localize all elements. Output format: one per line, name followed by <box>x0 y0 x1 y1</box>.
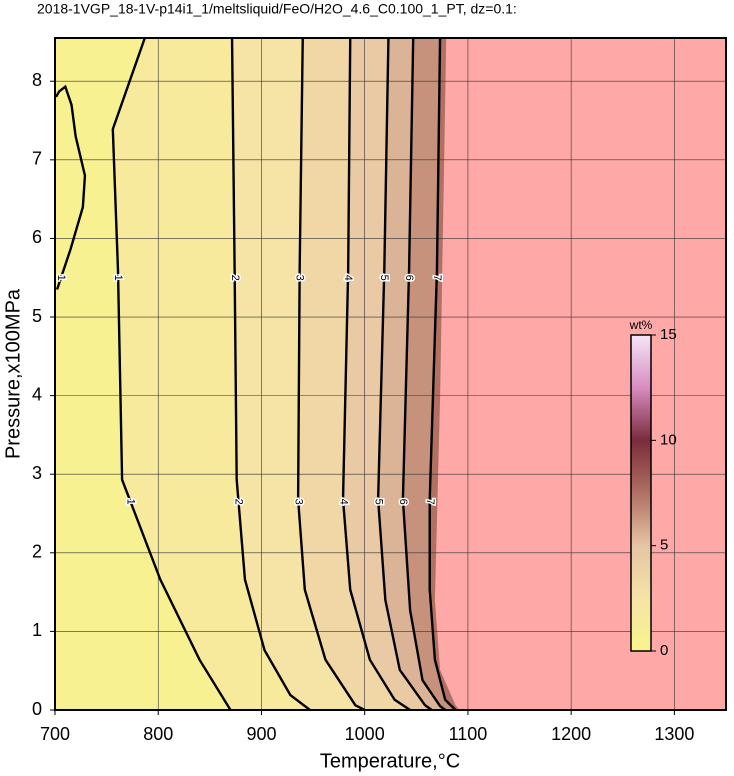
y-tick-label: 6 <box>32 227 42 247</box>
contour-line <box>296 38 366 710</box>
contour-label: 3 <box>292 499 304 505</box>
y-axis-label: Pressure,x100MPa <box>2 288 24 459</box>
contour-label: 5 <box>372 499 384 505</box>
contour-label: 4 <box>342 275 354 281</box>
colorbar-tick-label: 5 <box>660 537 668 554</box>
y-tick-label: 5 <box>32 306 42 326</box>
contour-label: 2 <box>233 499 245 505</box>
x-tick-label: 1000 <box>345 724 385 744</box>
x-tick-label: 900 <box>246 724 276 744</box>
contour-label: 1 <box>112 275 124 281</box>
contour-line <box>55 84 87 290</box>
contour-label: 1 <box>55 275 67 281</box>
contour-label: 1 <box>125 499 137 505</box>
chart-title: 2018-1VGP_18-1V-p14i1_1/meltsliquid/FeO/… <box>37 1 517 17</box>
y-tick-label: 8 <box>32 70 42 90</box>
contour-label: 7 <box>424 499 436 505</box>
x-tick-label: 800 <box>143 724 173 744</box>
plot-frame <box>54 37 727 711</box>
y-tick-label: 7 <box>32 149 42 169</box>
contour-label: 5 <box>378 275 390 281</box>
colorbar <box>630 334 652 652</box>
x-tick-label: 1300 <box>654 724 694 744</box>
colorbar-label: wt% <box>629 318 653 332</box>
y-tick-label: 0 <box>32 699 42 719</box>
contour-line <box>428 38 457 710</box>
contour-label: 6 <box>403 275 415 281</box>
x-axis-label: Temperature,°C <box>320 750 460 772</box>
no-data-region <box>434 38 726 710</box>
y-tick-label: 3 <box>32 463 42 483</box>
contour-label: 7 <box>431 275 443 281</box>
contour-label: 6 <box>397 499 409 505</box>
y-tick-label: 4 <box>32 384 42 404</box>
x-tick-label: 1200 <box>551 724 591 744</box>
contour-line <box>376 38 433 710</box>
contour-line <box>401 38 446 710</box>
contour-label: 2 <box>229 275 241 281</box>
colorbar-tick-label: 15 <box>660 326 677 343</box>
contour-label: 4 <box>337 499 349 505</box>
contour-line <box>111 38 232 710</box>
colorbar-tick-label: 0 <box>660 642 668 659</box>
x-tick-label: 1100 <box>449 724 488 744</box>
contour-label: 3 <box>294 275 306 281</box>
y-tick-label: 1 <box>32 620 42 640</box>
contour-line <box>230 38 311 710</box>
y-tick-label: 2 <box>32 542 42 562</box>
x-tick-label: 700 <box>40 724 70 744</box>
plot-area: 1 1 1 2 2 3 3 4 4 5 5 6 6 7 7 <box>55 38 726 710</box>
contour-line <box>341 38 411 710</box>
colorbar-tick-label: 10 <box>660 431 677 448</box>
